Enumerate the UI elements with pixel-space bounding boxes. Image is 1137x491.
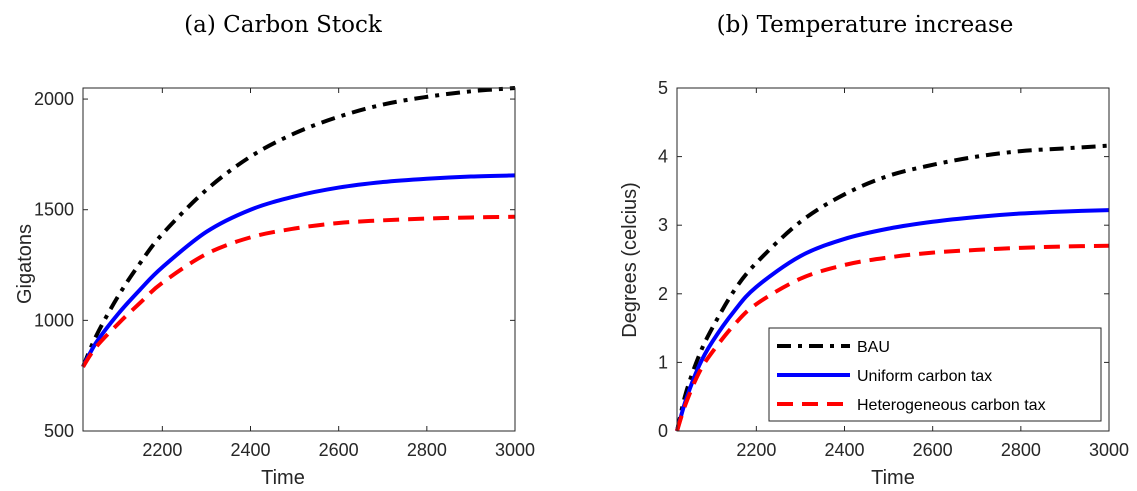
x-tick-label: 2800 <box>407 440 447 460</box>
axes-frame <box>676 87 1110 432</box>
legend-label-2: Uniform carbon tax <box>857 368 992 385</box>
x-axis-label: Time <box>871 467 915 489</box>
series-line-2 <box>81 173 516 368</box>
chart-title: (a) Carbon Stock <box>184 12 383 38</box>
legend-label-1: BAU <box>857 339 890 356</box>
x-tick-label: 2800 <box>1001 440 1041 460</box>
series-line-3 <box>675 243 1110 432</box>
x-tick-label: 2400 <box>230 440 270 460</box>
legend: BAU Uniform carbon tax Heterogeneous carbo… <box>768 327 1102 422</box>
series-line-1 <box>81 86 516 368</box>
x-tick-label: 2600 <box>319 440 359 460</box>
y-axis-label: Degrees (celcius) <box>619 182 641 338</box>
y-tick-label: 2 <box>658 284 668 304</box>
y-tick-label: 1500 <box>34 200 74 220</box>
y-tick-label: 0 <box>658 421 668 441</box>
series-line-3 <box>81 214 516 368</box>
ticks-layer: 2200 2400 2600 2800 3000 500 1000 1500 2000 <box>34 88 535 460</box>
x-tick-label: 2200 <box>736 440 776 460</box>
legend-label-3: Heterogeneous carbon tax <box>857 397 1046 414</box>
y-tick-label: 2000 <box>34 89 74 109</box>
x-axis-label: Time <box>261 467 305 489</box>
chart-title: (b) Temperature increase <box>717 12 1014 38</box>
x-tick-label: 3000 <box>495 440 535 460</box>
x-tick-label: 2400 <box>824 440 864 460</box>
x-tick-label: 2200 <box>142 440 182 460</box>
x-tick-label: 3000 <box>1089 440 1129 460</box>
x-tick-label: 2600 <box>913 440 953 460</box>
series-line-2 <box>675 208 1110 432</box>
y-axis-label: Gigatons <box>14 224 36 304</box>
axes-frame <box>82 87 516 432</box>
ticks-layer: 2200 2400 2600 2800 3000 0 1 2 3 4 5 <box>658 78 1129 460</box>
series-layer <box>675 143 1110 432</box>
series-layer <box>81 86 516 368</box>
y-tick-label: 5 <box>658 78 668 98</box>
panel-carbon-stock: (a) Carbon Stock Time Gigatons 2200 2400 2… <box>14 12 535 489</box>
y-tick-label: 500 <box>44 421 74 441</box>
y-tick-label: 1000 <box>34 310 74 330</box>
y-tick-label: 4 <box>658 147 668 167</box>
y-tick-label: 3 <box>658 215 668 235</box>
y-tick-label: 1 <box>658 352 668 372</box>
panel-temperature-increase: (b) Temperature increase Time Degrees (c… <box>619 12 1129 489</box>
